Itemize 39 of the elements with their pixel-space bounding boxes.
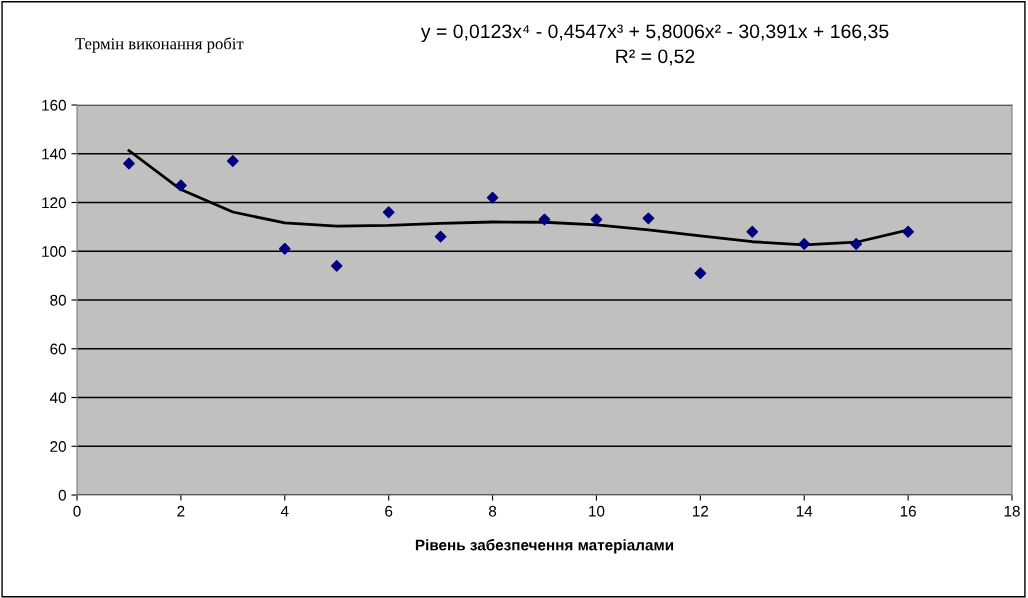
point xyxy=(850,238,863,250)
y-tick-label: 60 xyxy=(50,343,66,355)
x-tick-label: 4 xyxy=(280,505,289,517)
x-tick-label: 0 xyxy=(73,505,81,517)
point xyxy=(902,225,915,238)
point xyxy=(174,179,187,192)
y-tick-label: 80 xyxy=(50,294,66,306)
y-tick-label: 40 xyxy=(49,392,66,404)
point xyxy=(123,157,135,170)
x-tick-label: 8 xyxy=(488,505,497,517)
x-axis-title: Рівень забезпечення матеріалами xyxy=(415,539,674,554)
y-tick-label: 0 xyxy=(58,489,66,501)
point xyxy=(642,212,655,225)
y-tick-label: 20 xyxy=(50,441,66,452)
x-tick-label: 18 xyxy=(1004,505,1020,517)
point xyxy=(798,238,811,250)
y-tick-label: 120 xyxy=(42,197,66,209)
point xyxy=(486,191,499,204)
y-tick-label: 100 xyxy=(42,246,66,257)
x-tick-label: 16 xyxy=(900,505,916,517)
y-tick-label: 140 xyxy=(42,148,66,160)
x-tick-label: 6 xyxy=(385,505,393,517)
point xyxy=(330,259,343,272)
x-tick-label: 12 xyxy=(693,505,709,517)
point xyxy=(694,267,707,280)
x-tick-label: 2 xyxy=(177,505,185,517)
chart-title: Термін виконання робіт xyxy=(75,37,244,53)
x-tick-label: 10 xyxy=(589,505,605,517)
point xyxy=(382,206,395,219)
text: R² = 0,52 xyxy=(616,49,695,66)
point xyxy=(538,213,551,226)
point xyxy=(746,225,759,238)
point xyxy=(278,242,291,255)
y-tick-label: 160 xyxy=(42,99,66,111)
point xyxy=(590,213,603,226)
point xyxy=(434,230,447,243)
point xyxy=(226,155,239,167)
x-tick-label: 14 xyxy=(796,505,813,517)
text: y = 0,0123x⁴ - 0,4547x³ + 5,8006x² - 30,391x + 166,35 xyxy=(420,24,889,43)
